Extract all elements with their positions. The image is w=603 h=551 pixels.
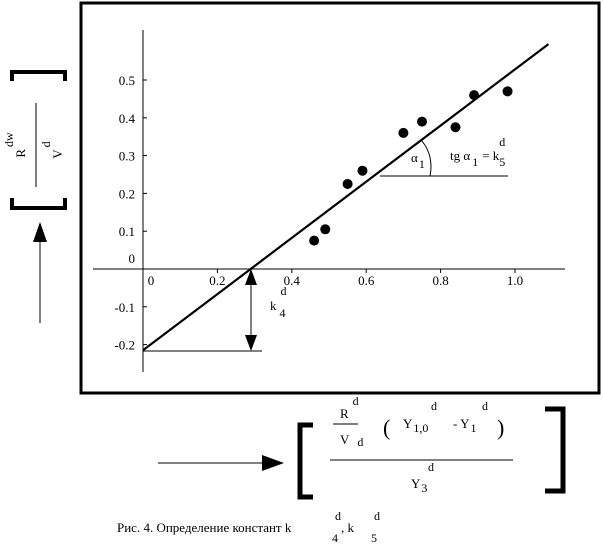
x-origin-label: 0 bbox=[148, 273, 155, 288]
plot-frame bbox=[79, 1, 601, 395]
x-tick-label: 0.4 bbox=[284, 273, 301, 288]
data-point bbox=[450, 122, 461, 133]
svg-text:Рис. 4. Определение констант: Рис. 4. Определение констант k bbox=[117, 520, 292, 535]
angle-label: α1 bbox=[411, 150, 425, 171]
svg-text:d: d bbox=[431, 399, 437, 413]
y-tick-label: 0.1 bbox=[119, 224, 135, 239]
svg-text:Rdw: Rdw bbox=[2, 132, 28, 158]
svg-text:Vd: Vd bbox=[39, 141, 65, 158]
svg-text:Y3: Y3 bbox=[411, 476, 427, 495]
data-point bbox=[320, 224, 331, 235]
data-points bbox=[309, 86, 513, 246]
y-tick-label: -0.2 bbox=[114, 338, 135, 353]
y-tick-label: 0.4 bbox=[119, 111, 136, 126]
y-tick-label: 0.2 bbox=[119, 186, 135, 201]
data-point bbox=[398, 127, 409, 138]
figure-caption: Рис. 4. Определение констант k d 4 , k d… bbox=[117, 509, 380, 545]
svg-text:d: d bbox=[428, 460, 434, 474]
data-point bbox=[502, 86, 513, 97]
svg-text:(: ( bbox=[383, 415, 390, 440]
y-tick-label: 0.5 bbox=[119, 73, 135, 88]
y-tick-label: -0.1 bbox=[114, 300, 135, 315]
data-point bbox=[357, 165, 368, 176]
svg-text:d: d bbox=[335, 509, 341, 523]
intercept-arrow-up bbox=[245, 269, 257, 285]
svg-text:Rd: Rd bbox=[340, 394, 359, 421]
y-tick-label: 0 bbox=[129, 251, 136, 266]
svg-text:5: 5 bbox=[371, 531, 377, 545]
angle-arc bbox=[421, 140, 432, 177]
slope-label: tg α 1 = kd 5 bbox=[450, 135, 505, 169]
svg-text:d: d bbox=[374, 509, 380, 523]
x-tick-label: 0.2 bbox=[209, 273, 225, 288]
svg-text:, k: , k bbox=[341, 520, 355, 535]
svg-text:4: 4 bbox=[332, 531, 338, 545]
svg-text:): ) bbox=[497, 415, 504, 440]
y-tick-label: 0.3 bbox=[119, 149, 135, 164]
y-ticks: 0.5 0.4 0.3 0.2 0.1 0 -0.1 -0.2 bbox=[114, 73, 147, 353]
intercept-arrow-down bbox=[245, 335, 257, 351]
x-ticks: 0 0.2 0.4 0.6 0.8 1.0 bbox=[148, 269, 523, 288]
data-point bbox=[342, 178, 353, 189]
x-tick-label: 0.6 bbox=[358, 273, 375, 288]
data-point bbox=[309, 235, 320, 246]
fit-line bbox=[142, 43, 550, 352]
x-tick-label: 0.8 bbox=[432, 273, 448, 288]
svg-text:- Y1: - Y1 bbox=[453, 416, 477, 435]
svg-text:Vd: Vd bbox=[340, 432, 363, 449]
svg-text:Y1,0: Y1,0 bbox=[403, 416, 428, 435]
data-point bbox=[417, 116, 427, 127]
intercept-label: kd 4 bbox=[270, 284, 287, 320]
y-axis-label: Rdw Vd bbox=[2, 70, 67, 323]
x-tick-label: 1.0 bbox=[507, 273, 523, 288]
svg-text:d: d bbox=[482, 399, 488, 413]
